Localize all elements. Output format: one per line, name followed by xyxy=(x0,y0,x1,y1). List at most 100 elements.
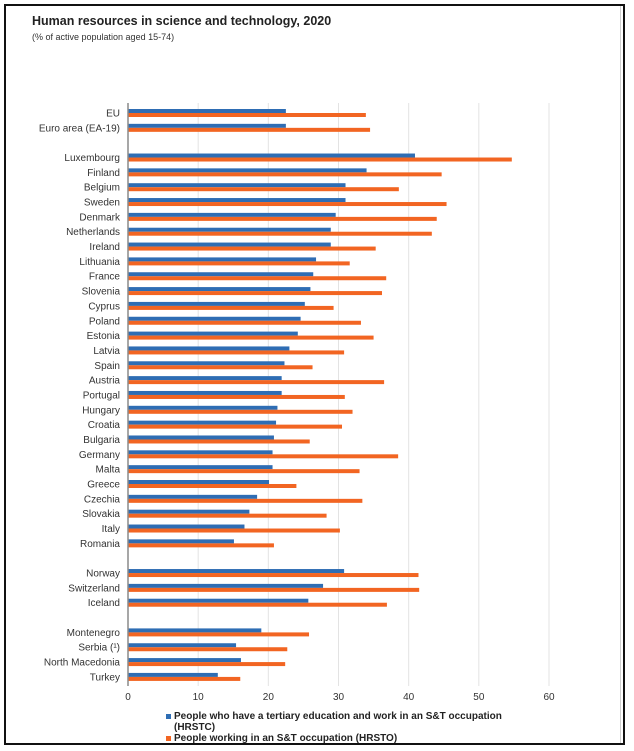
category-label: Norway xyxy=(86,569,120,580)
category-label: Luxembourg xyxy=(64,153,120,164)
bar-hrstc xyxy=(128,212,336,217)
category-label: Lithuania xyxy=(79,257,120,268)
bar-hrsto xyxy=(128,231,432,236)
category-label: Switzerland xyxy=(68,583,120,594)
x-tick-label: 60 xyxy=(543,692,555,703)
bar-hrstc xyxy=(128,598,309,603)
bar-hrstc xyxy=(128,390,282,395)
bar-hrstc xyxy=(128,450,273,455)
bar-hrstc xyxy=(128,658,241,663)
bar-hrsto xyxy=(128,528,340,533)
bar-hrsto xyxy=(128,632,310,637)
bar-hrsto xyxy=(128,335,374,340)
bar-hrstc xyxy=(128,109,286,113)
category-label: Germany xyxy=(79,450,120,461)
legend-item-hrsto: People working in an S&T occupation (HRS… xyxy=(166,733,504,744)
bar-hrsto xyxy=(128,498,363,503)
x-tick-label: 10 xyxy=(193,692,205,703)
category-label: Hungary xyxy=(82,405,120,416)
bar-hrstc xyxy=(128,465,273,470)
bar-hrsto xyxy=(128,380,385,385)
bar-hrsto xyxy=(128,187,399,192)
x-tick-label: 0 xyxy=(125,692,131,703)
bar-hrsto xyxy=(128,113,366,117)
category-label: Austria xyxy=(89,376,121,387)
category-label: Spain xyxy=(94,361,120,372)
category-label: Malta xyxy=(96,465,121,476)
bar-hrstc xyxy=(128,168,367,173)
legend-item-hrstc: People who have a tertiary education and… xyxy=(166,711,504,733)
category-label: Denmark xyxy=(79,212,121,223)
chart-frame xyxy=(4,4,625,745)
legend-swatch-hrsto xyxy=(166,736,171,741)
bar-hrstc xyxy=(128,153,415,158)
chart-title: Human resources in science and technolog… xyxy=(32,14,332,28)
chart-subtitle: (% of active population aged 15-74) xyxy=(32,32,175,42)
bar-hrsto xyxy=(128,246,376,251)
bar-hrsto xyxy=(128,127,371,132)
bar-hrstc xyxy=(128,583,324,588)
x-tick-label: 20 xyxy=(263,692,275,703)
bar-hrstc xyxy=(128,242,331,247)
bar-hrsto xyxy=(128,647,288,652)
category-label: Turkey xyxy=(90,672,120,683)
bar-hrstc xyxy=(128,480,270,484)
category-label: Euro area (EA-19) xyxy=(39,123,120,134)
bar-hrstc xyxy=(128,494,258,499)
category-label: Belgium xyxy=(84,183,120,194)
category-label: Italy xyxy=(102,524,120,535)
bar-hrstc xyxy=(128,628,262,633)
bar-hrsto xyxy=(128,320,361,325)
bar-hrsto xyxy=(128,513,327,518)
category-label: Bulgaria xyxy=(83,435,120,446)
category-label: Cyprus xyxy=(88,301,120,312)
category-label: France xyxy=(89,272,121,283)
bar-hrstc xyxy=(128,643,237,648)
category-label: Slovakia xyxy=(82,509,120,520)
bar-hrsto xyxy=(128,305,334,310)
legend-swatch-hrstc xyxy=(166,714,171,719)
bar-hrstc xyxy=(128,539,234,544)
bar-hrsto xyxy=(128,157,512,162)
bar-hrstc xyxy=(128,672,218,677)
x-tick-labels: 0 10 20 30 40 50 60 xyxy=(125,692,555,703)
category-label: North Macedonia xyxy=(44,658,121,669)
category-label: Sweden xyxy=(84,198,120,209)
category-label: Montenegro xyxy=(67,628,121,639)
bar-hrsto xyxy=(128,676,241,681)
category-label: Czechia xyxy=(84,494,121,505)
category-labels: EU Euro area (EA-19) Luxembourg Finland Belg… xyxy=(39,109,121,684)
bar-hrstc xyxy=(128,287,311,292)
bar-hrsto xyxy=(128,365,313,370)
bar-hrstc xyxy=(128,123,286,128)
bar-hrstc xyxy=(128,316,301,321)
bar-hrsto xyxy=(128,409,353,414)
category-label: Latvia xyxy=(93,346,120,357)
category-label: Poland xyxy=(89,316,120,327)
bars xyxy=(128,109,512,681)
category-label: Greece xyxy=(87,480,120,491)
x-tick-label: 50 xyxy=(473,692,485,703)
category-label: Croatia xyxy=(88,420,121,431)
bar-hrstc xyxy=(128,198,346,203)
bar-hrstc xyxy=(128,569,345,574)
bar-hrstc xyxy=(128,227,331,232)
category-label: Netherlands xyxy=(66,227,120,238)
bar-hrsto xyxy=(128,424,343,429)
bar-hrsto xyxy=(128,454,399,459)
bar-hrsto xyxy=(128,484,297,488)
category-label: Slovenia xyxy=(82,287,121,298)
bar-hrstc xyxy=(128,361,285,366)
bar-hrstc xyxy=(128,420,277,425)
frame-inner-line xyxy=(620,6,621,743)
bar-hrsto xyxy=(128,202,447,207)
bar-hrstc xyxy=(128,272,314,277)
bar-hrstc xyxy=(128,257,317,262)
bar-hrsto xyxy=(128,602,387,607)
bar-hrsto xyxy=(128,394,345,399)
bar-hrstc xyxy=(128,524,245,529)
bar-hrstc xyxy=(128,183,346,188)
category-label: Ireland xyxy=(89,242,120,253)
bar-hrsto xyxy=(128,276,387,281)
